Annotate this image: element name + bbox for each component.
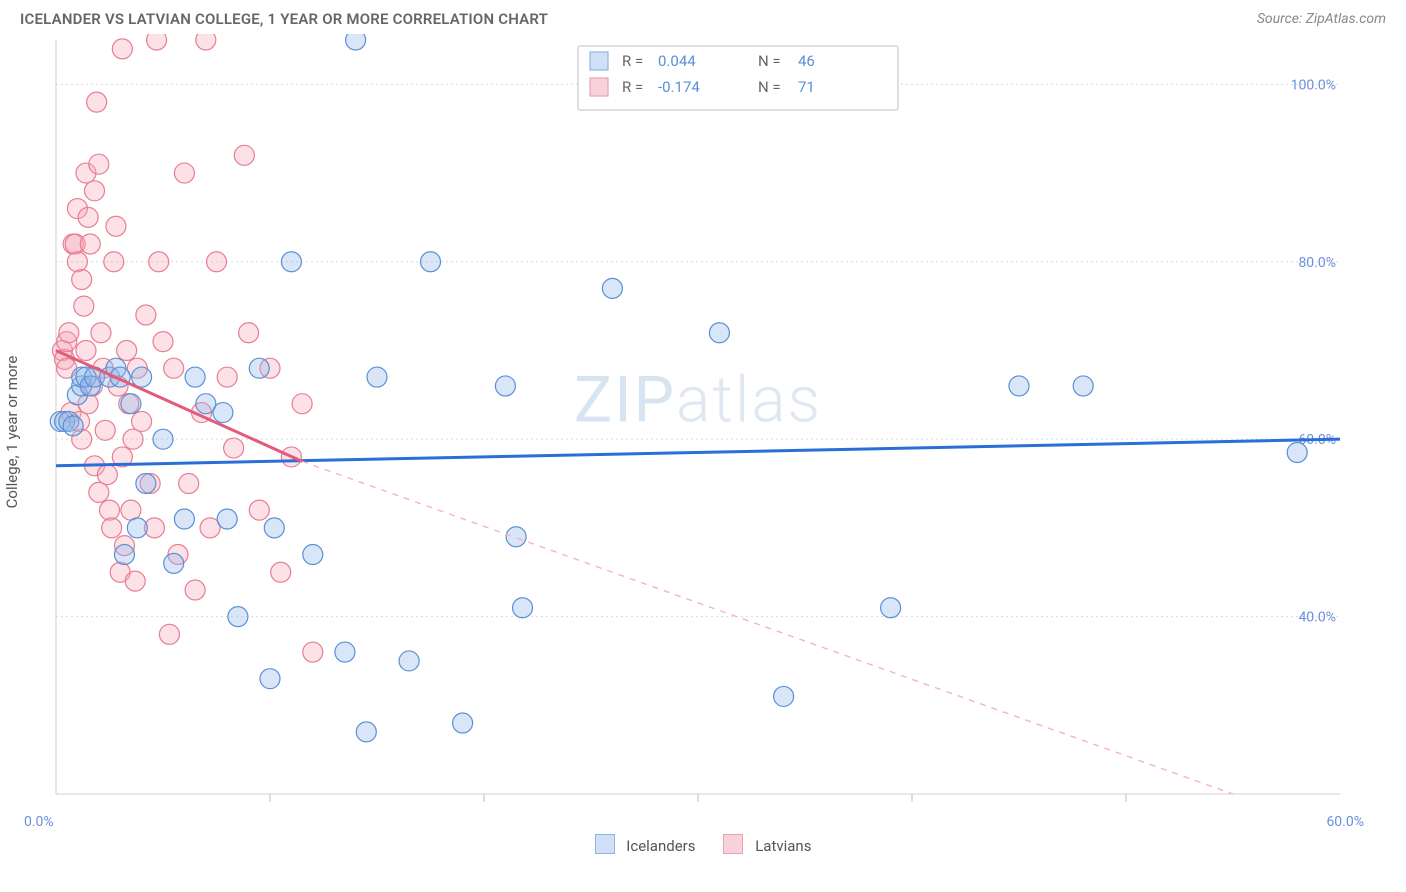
svg-text:100.0%: 100.0% bbox=[1291, 77, 1336, 93]
svg-text:-0.174: -0.174 bbox=[658, 78, 700, 96]
legend-swatch-blue bbox=[595, 834, 615, 854]
legend-item-icelanders: Icelanders bbox=[595, 834, 696, 855]
legend-swatch-pink bbox=[723, 834, 743, 854]
legend-label-latvians: Latvians bbox=[755, 837, 811, 855]
legend-label-icelanders: Icelanders bbox=[626, 837, 695, 855]
scatter-plot-svg: 40.0%60.0%80.0%100.0%ZIPatlasR =0.044N =… bbox=[20, 34, 1360, 814]
svg-text:R =: R = bbox=[622, 78, 643, 96]
legend-item-latvians: Latvians bbox=[723, 834, 811, 855]
svg-text:46: 46 bbox=[798, 52, 815, 70]
svg-text:ZIPatlas: ZIPatlas bbox=[574, 362, 822, 437]
svg-text:R =: R = bbox=[622, 52, 643, 70]
x-range-labels: 0.0% 60.0% bbox=[20, 814, 1368, 830]
chart-area: College, 1 year or more 40.0%60.0%80.0%1… bbox=[20, 34, 1386, 830]
chart-title: ICELANDER VS LATVIAN COLLEGE, 1 YEAR OR … bbox=[20, 10, 548, 28]
x-axis-legend: Icelanders Latvians bbox=[0, 834, 1406, 855]
svg-text:80.0%: 80.0% bbox=[1298, 255, 1336, 271]
svg-text:0.044: 0.044 bbox=[658, 52, 696, 70]
chart-header: ICELANDER VS LATVIAN COLLEGE, 1 YEAR OR … bbox=[0, 0, 1406, 34]
svg-text:71: 71 bbox=[798, 78, 815, 96]
svg-text:40.0%: 40.0% bbox=[1298, 610, 1336, 626]
x-min-label: 0.0% bbox=[24, 814, 54, 830]
svg-text:N =: N = bbox=[758, 78, 781, 96]
chart-source: Source: ZipAtlas.com bbox=[1257, 11, 1386, 27]
y-axis-label: College, 1 year or more bbox=[3, 356, 21, 509]
x-max-label: 60.0% bbox=[1326, 814, 1364, 830]
svg-text:N =: N = bbox=[758, 52, 781, 70]
